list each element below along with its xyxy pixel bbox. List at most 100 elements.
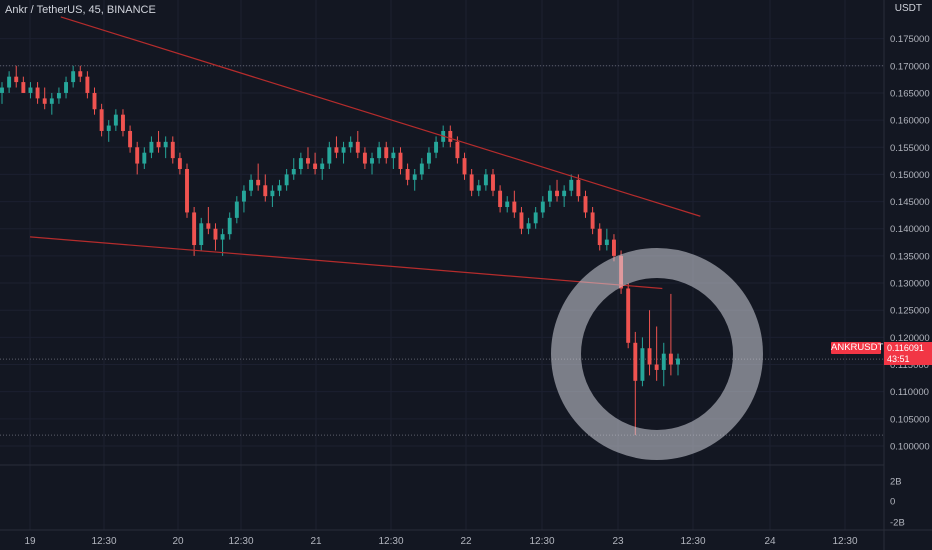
- candle[interactable]: [547, 185, 552, 208]
- candle[interactable]: [249, 174, 254, 197]
- candle[interactable]: [668, 293, 673, 376]
- candle[interactable]: [163, 136, 168, 159]
- candle[interactable]: [398, 147, 403, 175]
- candle[interactable]: [99, 103, 104, 137]
- candle[interactable]: [49, 92, 54, 115]
- candle[interactable]: [583, 190, 588, 218]
- candle[interactable]: [405, 163, 410, 186]
- candle[interactable]: [241, 185, 246, 213]
- candle[interactable]: [412, 168, 417, 191]
- candle[interactable]: [498, 185, 503, 213]
- candle[interactable]: [483, 168, 488, 191]
- candle[interactable]: [21, 76, 26, 93]
- candle[interactable]: [256, 163, 261, 191]
- price-axis[interactable]: 0.175000 0.170000 0.165000 0.160000 0.155000…: [890, 34, 930, 452]
- trendline[interactable]: [29, 236, 663, 290]
- candle[interactable]: [199, 217, 204, 251]
- candle[interactable]: [185, 163, 189, 218]
- candle[interactable]: [341, 141, 346, 164]
- candle[interactable]: [512, 190, 517, 218]
- candle[interactable]: [626, 283, 631, 349]
- candle[interactable]: [419, 158, 424, 180]
- candle[interactable]: [298, 152, 303, 175]
- candle[interactable]: [234, 196, 239, 224]
- trendlines[interactable]: [29, 16, 701, 290]
- candle[interactable]: [462, 152, 467, 180]
- candle[interactable]: [576, 174, 581, 202]
- candle[interactable]: [348, 136, 353, 153]
- candle[interactable]: [540, 196, 545, 218]
- candle[interactable]: [377, 141, 382, 164]
- candle[interactable]: [320, 158, 325, 180]
- candle[interactable]: [647, 310, 652, 376]
- candle[interactable]: [177, 152, 182, 175]
- candle[interactable]: [676, 353, 680, 376]
- candle[interactable]: [156, 130, 161, 153]
- candle[interactable]: [491, 168, 495, 197]
- candle[interactable]: [555, 179, 559, 202]
- candles[interactable]: [0, 65, 680, 436]
- candle[interactable]: [362, 147, 367, 169]
- candle[interactable]: [612, 234, 616, 262]
- candle[interactable]: [569, 174, 574, 197]
- candle[interactable]: [426, 147, 431, 169]
- candle[interactable]: [85, 71, 90, 99]
- candle[interactable]: [113, 109, 118, 131]
- candle[interactable]: [14, 65, 19, 88]
- candle[interactable]: [170, 136, 175, 164]
- candle[interactable]: [327, 141, 332, 169]
- candle[interactable]: [476, 179, 481, 197]
- candle[interactable]: [277, 179, 282, 197]
- candle[interactable]: [597, 223, 602, 251]
- candle[interactable]: [291, 158, 296, 180]
- candle[interactable]: [213, 223, 218, 251]
- candle[interactable]: [135, 141, 140, 175]
- candle[interactable]: [334, 136, 339, 159]
- candle[interactable]: [227, 212, 232, 240]
- candle[interactable]: [562, 185, 567, 208]
- candle[interactable]: [434, 136, 439, 159]
- candle[interactable]: [661, 342, 666, 387]
- candle[interactable]: [526, 217, 531, 235]
- candle[interactable]: [56, 87, 61, 104]
- candle[interactable]: [128, 125, 133, 153]
- candle[interactable]: [306, 147, 310, 169]
- candle[interactable]: [71, 65, 76, 88]
- time-axis[interactable]: 19 12:30 20 12:30 21 12:30 22 12:30 23 12:30 24 12:…: [24, 536, 858, 547]
- candle[interactable]: [92, 87, 97, 115]
- candle[interactable]: [391, 147, 396, 169]
- candle[interactable]: [35, 82, 40, 104]
- candle[interactable]: [42, 87, 47, 110]
- candle[interactable]: [533, 207, 538, 229]
- highlight-circle[interactable]: [551, 248, 763, 460]
- candle[interactable]: [448, 125, 453, 148]
- candle[interactable]: [604, 228, 609, 251]
- symbol-legend[interactable]: Ankr / TetherUS, 45, BINANCE: [5, 4, 156, 16]
- candle[interactable]: [149, 136, 154, 159]
- candle[interactable]: [121, 109, 125, 137]
- candle[interactable]: [640, 337, 645, 387]
- candle[interactable]: [284, 168, 289, 191]
- candle[interactable]: [313, 152, 318, 175]
- candle[interactable]: [28, 82, 33, 99]
- candle[interactable]: [142, 147, 147, 169]
- candle[interactable]: [469, 168, 474, 197]
- candle[interactable]: [654, 326, 659, 381]
- candle[interactable]: [590, 207, 595, 235]
- candle[interactable]: [519, 207, 524, 235]
- candle[interactable]: [7, 71, 12, 93]
- candle[interactable]: [355, 130, 360, 159]
- trendline[interactable]: [60, 16, 701, 217]
- candle[interactable]: [263, 174, 268, 202]
- candle[interactable]: [505, 196, 510, 213]
- candle[interactable]: [370, 152, 374, 175]
- candle[interactable]: [384, 141, 389, 164]
- candle[interactable]: [220, 228, 225, 256]
- candle[interactable]: [633, 331, 638, 436]
- candle[interactable]: [106, 120, 111, 142]
- candle[interactable]: [270, 185, 275, 208]
- candle[interactable]: [192, 207, 197, 256]
- candle[interactable]: [78, 65, 83, 83]
- candle[interactable]: [0, 82, 4, 104]
